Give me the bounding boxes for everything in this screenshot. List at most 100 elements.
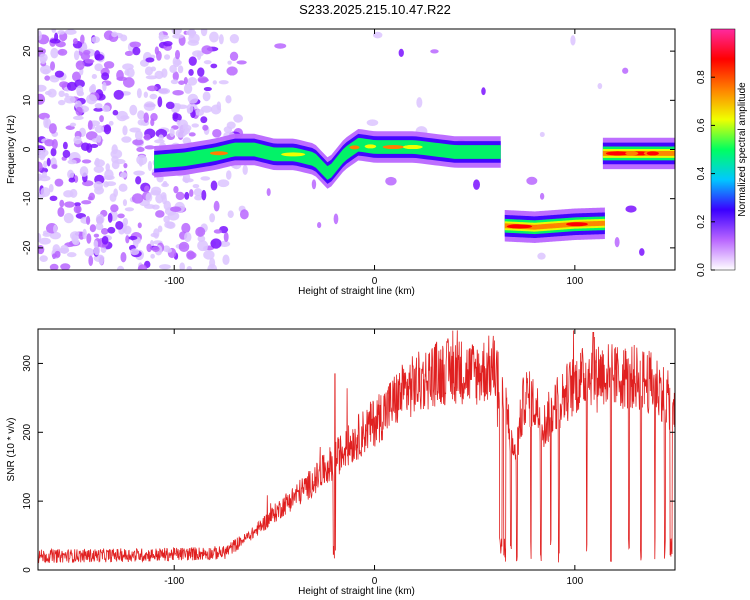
noise-blob	[38, 175, 51, 182]
noise-blob	[539, 192, 545, 200]
noise-blob	[137, 119, 146, 126]
noise-blob	[217, 179, 230, 188]
noise-blob	[188, 132, 196, 137]
noise-blob	[91, 73, 98, 80]
noise-blob	[122, 125, 128, 136]
noise-blob	[75, 60, 85, 71]
noise-blob	[191, 123, 200, 128]
noise-blob	[198, 77, 209, 83]
noise-blob	[150, 186, 162, 195]
ridge-peak	[611, 151, 624, 156]
noise-blob	[93, 245, 101, 256]
noise-blob	[129, 104, 138, 116]
noise-blob	[57, 30, 65, 35]
noise-blob	[143, 112, 149, 124]
noise-blob	[175, 129, 187, 138]
y-tick-label: -20	[22, 240, 33, 255]
noise-blob	[100, 246, 107, 253]
noise-blob	[202, 246, 208, 251]
noise-blob	[209, 31, 219, 43]
noise-blob	[186, 103, 194, 114]
noise-blob	[42, 232, 52, 237]
noise-blob	[94, 63, 103, 72]
noise-blob	[192, 184, 200, 189]
noise-blob	[153, 228, 160, 239]
ridge-peak	[646, 151, 659, 156]
noise-blob	[103, 61, 115, 69]
noise-blob	[124, 207, 135, 212]
x-axis-label: Height of straight line (km)	[298, 586, 415, 597]
noise-blob	[212, 80, 217, 85]
noise-blob	[165, 101, 175, 110]
ridge-peak	[364, 144, 377, 149]
noise-blob	[95, 222, 104, 231]
noise-blob	[172, 33, 184, 39]
noise-blob	[218, 34, 224, 45]
noise-blob	[111, 31, 118, 38]
noise-blob	[87, 120, 93, 131]
noise-blob	[163, 200, 171, 211]
noise-blob	[48, 184, 54, 193]
noise-blob	[74, 202, 81, 207]
noise-blob	[111, 155, 119, 164]
noise-blob	[41, 48, 46, 54]
ridge-peak	[209, 151, 228, 156]
noise-blob	[398, 48, 404, 57]
noise-blob	[179, 262, 185, 270]
noise-blob	[38, 30, 42, 41]
noise-blob	[129, 41, 141, 48]
ridge-peak	[402, 145, 422, 150]
noise-blob	[67, 159, 77, 165]
y-tick-label: 300	[22, 355, 33, 372]
noise-blob	[197, 67, 205, 77]
noise-blob	[155, 128, 168, 138]
noise-blob	[157, 96, 163, 108]
noise-blob	[182, 177, 188, 183]
noise-blob	[537, 252, 546, 260]
noise-blob	[49, 195, 58, 202]
chart-title: S233.2025.215.10.47.R22	[299, 2, 451, 17]
noise-blob	[223, 231, 229, 243]
noise-blob	[126, 67, 135, 78]
colorbar-tick-label: 0.2	[696, 214, 707, 228]
noise-blob	[117, 213, 125, 219]
noise-blob	[188, 56, 197, 66]
noise-blob	[158, 87, 171, 95]
noise-blob	[177, 119, 189, 130]
ridge-peak	[349, 145, 360, 150]
noise-blob	[102, 105, 111, 112]
noise-blob	[94, 102, 103, 109]
noise-blob	[133, 170, 145, 176]
noise-blob	[123, 225, 132, 235]
noise-blob	[120, 251, 127, 263]
noise-blob	[64, 95, 76, 104]
noise-blob	[54, 178, 64, 187]
noise-blob	[151, 204, 160, 210]
noise-blob	[172, 89, 184, 96]
noise-blob	[72, 38, 78, 45]
noise-blob	[125, 235, 130, 244]
noise-blob	[115, 220, 124, 230]
noise-blob	[201, 189, 207, 201]
noise-blob	[150, 113, 158, 121]
noise-blob	[233, 114, 243, 123]
noise-blob	[73, 50, 80, 61]
noise-blob	[49, 263, 59, 270]
noise-blob	[372, 31, 383, 39]
noise-blob	[111, 144, 118, 155]
noise-blob	[100, 228, 109, 235]
noise-blob	[75, 106, 83, 116]
noise-blob	[225, 170, 232, 180]
noise-blob	[120, 34, 128, 42]
noise-blob	[47, 88, 57, 98]
noise-blob	[200, 176, 211, 181]
noise-blob	[94, 125, 105, 133]
noise-blob	[94, 53, 105, 61]
colorbar-tick-label: 0.8	[696, 70, 707, 84]
noise-blob	[68, 177, 76, 183]
noise-blob	[107, 212, 113, 223]
noise-blob	[136, 88, 142, 99]
noise-blob	[63, 212, 74, 224]
noise-blob	[385, 176, 397, 186]
noise-blob	[76, 90, 85, 97]
